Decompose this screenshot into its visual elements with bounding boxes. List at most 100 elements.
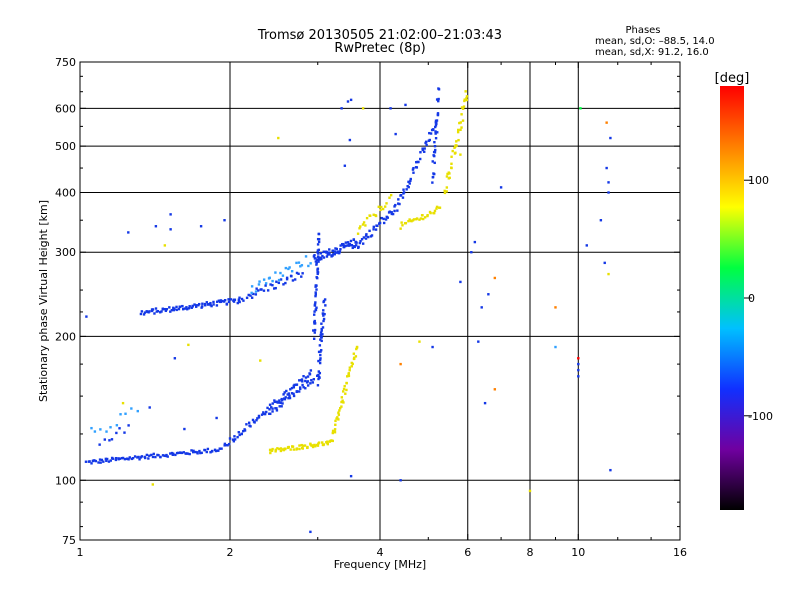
- data-point: [314, 257, 317, 260]
- data-point: [393, 205, 396, 208]
- data-point: [177, 307, 181, 311]
- data-point: [163, 307, 167, 311]
- data-point: [317, 252, 320, 255]
- data-point: [344, 244, 347, 248]
- data-point: [242, 429, 245, 433]
- data-point: [206, 447, 210, 451]
- y-tick-label: 400: [55, 186, 76, 199]
- data-point: [232, 300, 236, 303]
- y-tick-label: 300: [55, 246, 76, 259]
- data-point: [313, 319, 316, 323]
- data-point: [287, 392, 291, 395]
- data-point: [272, 287, 276, 290]
- data-point: [269, 451, 272, 455]
- data-point: [351, 246, 354, 250]
- data-point: [483, 401, 487, 405]
- data-point: [302, 375, 305, 378]
- data-point: [432, 150, 436, 154]
- data-point: [290, 392, 294, 395]
- data-point: [331, 439, 334, 443]
- data-point: [333, 428, 337, 431]
- data-point: [386, 216, 389, 219]
- data-point: [316, 444, 320, 447]
- stats-heading: Phases: [625, 25, 660, 36]
- data-point: [313, 443, 316, 447]
- data-point: [183, 307, 187, 310]
- data-point: [274, 271, 277, 274]
- data-point: [331, 431, 334, 435]
- data-point: [297, 261, 301, 264]
- data-point: [200, 306, 203, 309]
- data-point: [328, 248, 331, 251]
- data-point: [437, 99, 440, 103]
- data-point: [335, 251, 338, 254]
- data-point: [146, 310, 149, 313]
- data-point: [299, 387, 302, 391]
- data-point: [409, 177, 412, 181]
- data-point: [163, 454, 166, 457]
- data-point: [316, 251, 319, 254]
- data-point: [145, 453, 149, 457]
- data-point: [436, 131, 439, 134]
- data-point: [333, 253, 336, 256]
- data-point: [295, 383, 299, 386]
- data-point: [308, 372, 311, 375]
- data-point: [337, 251, 340, 255]
- data-point: [271, 407, 274, 410]
- data-point: [130, 457, 134, 461]
- data-point: [348, 242, 352, 246]
- x-tick-label: 6: [464, 546, 471, 559]
- data-point: [271, 410, 274, 413]
- data-point: [109, 426, 112, 429]
- data-point: [323, 298, 327, 301]
- data-point: [275, 409, 279, 412]
- data-point: [448, 176, 451, 180]
- data-point: [391, 212, 395, 216]
- data-point: [212, 300, 215, 304]
- data-point: [287, 396, 290, 400]
- data-point: [292, 448, 296, 451]
- data-point: [528, 489, 532, 493]
- data-point: [304, 387, 307, 390]
- data-point: [434, 130, 437, 133]
- data-point: [256, 289, 260, 292]
- data-point: [384, 218, 388, 221]
- data-point: [313, 331, 316, 334]
- y-tick-label: 600: [55, 102, 76, 115]
- data-point: [295, 271, 299, 275]
- data-point: [423, 216, 427, 219]
- data-point: [233, 298, 237, 301]
- data-point: [313, 303, 317, 306]
- data-point: [198, 449, 201, 453]
- data-point: [333, 250, 337, 253]
- data-point: [317, 237, 321, 241]
- data-point: [465, 95, 469, 98]
- data-point: [319, 333, 322, 337]
- data-point: [334, 247, 337, 250]
- data-point: [186, 452, 190, 455]
- data-point: [251, 418, 255, 422]
- data-point: [288, 396, 292, 400]
- data-point: [577, 375, 580, 378]
- data-point: [319, 353, 322, 357]
- data-point: [380, 216, 383, 220]
- y-axis-label: Stationary phase Virtual Height [km]: [37, 200, 50, 402]
- data-point: [298, 444, 301, 447]
- data-point: [311, 381, 315, 384]
- data-point: [499, 186, 503, 189]
- data-point: [93, 430, 97, 433]
- data-point: [418, 218, 421, 221]
- data-point: [284, 447, 287, 451]
- data-point: [361, 242, 365, 245]
- x-tick-label: 4: [377, 546, 384, 559]
- data-point: [376, 224, 379, 227]
- data-point: [415, 217, 419, 220]
- x-tick-label: 8: [527, 546, 534, 559]
- data-point: [306, 445, 309, 449]
- data-point: [278, 447, 281, 451]
- data-point: [325, 251, 329, 254]
- data-point: [317, 377, 320, 381]
- data-point: [281, 399, 284, 402]
- data-point: [201, 305, 204, 308]
- data-point: [233, 438, 237, 441]
